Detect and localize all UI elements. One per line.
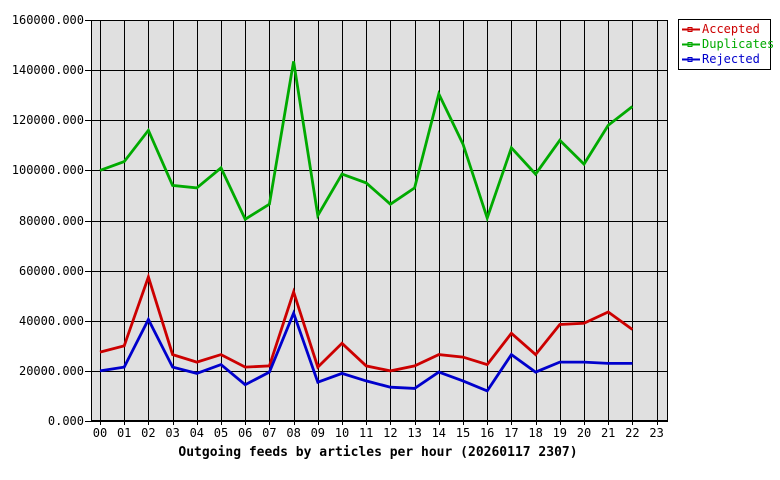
y-axis-tick-label: 60000.000 xyxy=(18,263,84,278)
x-axis-tick-label: 19 xyxy=(552,426,568,440)
x-axis-tick-label: 21 xyxy=(600,426,616,440)
x-axis-tick-label: 09 xyxy=(310,426,326,440)
x-axis-tick-label: 22 xyxy=(625,426,640,440)
x-axis-tick-label: 02 xyxy=(141,426,156,440)
series-line-accepted xyxy=(99,272,634,373)
legend-swatch-icon xyxy=(682,42,700,47)
x-axis-tick-label: 05 xyxy=(213,426,229,440)
x-axis-tick-label: 12 xyxy=(383,426,398,440)
x-axis-tick-label: 13 xyxy=(407,426,422,440)
legend-item-label: Accepted xyxy=(702,22,760,36)
x-axis-tick-label: 23 xyxy=(649,426,664,440)
x-axis-tick-label: 17 xyxy=(504,426,519,440)
x-axis-tick-label: 08 xyxy=(286,426,301,440)
x-axis-tick-label: 07 xyxy=(262,426,277,440)
legend-item-accepted: Accepted xyxy=(682,22,769,37)
legend-item-rejected: Rejected xyxy=(682,52,769,67)
y-axis-tick-label: 100000.000 xyxy=(11,163,84,178)
legend: Accepted Duplicates Rejected xyxy=(678,19,774,70)
x-axis-tick-label: 16 xyxy=(479,426,495,440)
plot-border xyxy=(91,20,668,421)
y-axis-tick-label: 0.000 xyxy=(47,414,84,428)
x-axis-tick-label: 01 xyxy=(116,426,132,440)
axis-ticks xyxy=(85,20,658,425)
y-axis-tick-label: 120000.000 xyxy=(11,113,84,128)
chart-title: Outgoing feeds by articles per hour (202… xyxy=(178,445,578,460)
legend-item-label: Rejected xyxy=(702,52,760,66)
x-axis-tick-label: 18 xyxy=(528,426,543,440)
x-axis-tick-label: 10 xyxy=(334,426,350,440)
x-axis-tick-label: 15 xyxy=(455,426,471,440)
legend-swatch-icon xyxy=(682,57,700,62)
x-axis-tick-label: 00 xyxy=(92,426,108,440)
grid-lines xyxy=(91,20,668,422)
x-axis-tick-label: 06 xyxy=(237,426,253,440)
series-line-duplicates xyxy=(99,61,634,223)
legend-swatch-icon xyxy=(682,27,700,32)
y-axis-tick-label: 160000.000 xyxy=(11,13,84,27)
x-axis-tick-label: 11 xyxy=(358,426,374,440)
x-axis-tick-label: 03 xyxy=(165,426,180,440)
x-axis-tick-label: 14 xyxy=(431,426,447,440)
x-axis-tick-label: 04 xyxy=(189,426,205,440)
x-axis-tick-label: 20 xyxy=(576,426,592,440)
y-axis-tick-label: 20000.000 xyxy=(18,363,84,378)
plot-area xyxy=(91,20,668,421)
y-axis-tick-label: 40000.000 xyxy=(18,313,84,328)
legend-item-label: Duplicates xyxy=(702,37,775,51)
y-axis-tick-label: 80000.000 xyxy=(18,213,84,228)
legend-item-duplicates: Duplicates xyxy=(682,37,774,52)
y-axis-tick-label: 140000.000 xyxy=(11,63,84,78)
series-line-rejected xyxy=(99,309,633,393)
